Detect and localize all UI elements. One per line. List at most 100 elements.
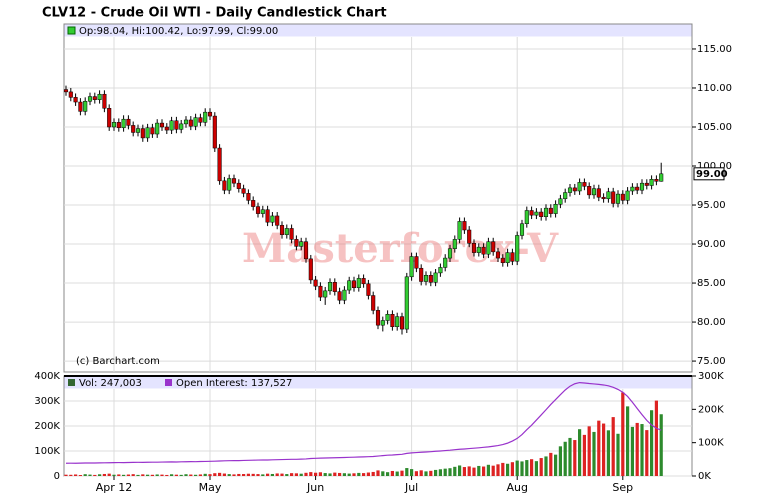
candle-body [447, 248, 453, 259]
volume-bar [141, 474, 145, 476]
candle-body [303, 241, 309, 260]
volume-bar [443, 468, 447, 476]
volume-bar [208, 474, 212, 476]
copyright: (c) Barchart.com [76, 356, 160, 367]
volume-bar [386, 472, 390, 476]
candle-body [515, 235, 520, 262]
candle-body [260, 209, 265, 214]
candle-body [284, 228, 289, 235]
volume-bar [510, 462, 514, 476]
volume-bar [314, 472, 318, 476]
candle-body [500, 257, 505, 264]
volume-bar [366, 472, 370, 476]
volume-bar [554, 454, 558, 476]
volume-bar [419, 470, 423, 476]
volume-bar [462, 467, 466, 476]
candle-body [222, 180, 227, 191]
candle-body [649, 179, 654, 186]
volume-bar [626, 406, 630, 476]
volume-bar [309, 472, 313, 476]
volume-bar [429, 470, 433, 476]
candle-body [505, 252, 510, 264]
volume-bar [189, 474, 193, 476]
candle-body [639, 182, 645, 191]
candle-body [428, 274, 433, 283]
chart-title: CLV12 - Crude Oil WTI - Daily Candlestic… [42, 6, 387, 21]
volume-bar [280, 473, 284, 476]
candle-body [121, 118, 126, 129]
volume-bar [323, 473, 327, 476]
volume-bar [587, 426, 591, 476]
candle-body [294, 239, 299, 247]
volume-bar [318, 472, 322, 476]
candle-body [102, 93, 107, 109]
volume-bar [266, 473, 270, 476]
candle-body [567, 187, 573, 193]
volume-bar [640, 424, 644, 476]
candle-body [246, 193, 251, 201]
candle-body [519, 223, 525, 236]
volume-bar [467, 466, 471, 476]
volume-bar [501, 462, 505, 476]
candle-body [342, 289, 347, 301]
candle-body [174, 120, 179, 130]
volume-bar [261, 474, 265, 476]
volume-bar [477, 465, 481, 476]
y-tick-label: 105.00 [697, 122, 732, 133]
candle-body [111, 122, 117, 128]
candle-body [481, 246, 486, 255]
candle-body [467, 229, 472, 244]
last-price-label: 99.00 [696, 169, 728, 180]
candle-body [126, 118, 131, 126]
volume-bar [304, 472, 308, 476]
volume-bar [294, 473, 298, 476]
volume-bar [218, 472, 222, 476]
volume-bar [621, 392, 625, 476]
candle-body [491, 241, 496, 253]
candle-body [198, 117, 203, 123]
candle-body [409, 256, 414, 278]
candle-body [150, 127, 155, 135]
candle-body [591, 188, 597, 196]
volume-bar [136, 474, 140, 476]
candle-body [78, 101, 83, 112]
candle-body [385, 314, 390, 321]
candle-body [630, 186, 635, 192]
candle-body [164, 126, 169, 131]
candle-body [308, 258, 313, 281]
candle-body [332, 282, 337, 292]
volume-bar [64, 474, 68, 476]
candle-body [587, 186, 592, 196]
volume-bar [405, 468, 409, 476]
volume-bar [371, 471, 375, 476]
volume-bar [645, 430, 649, 476]
candle-body [654, 179, 659, 182]
volume-bar [155, 474, 159, 476]
volume-bar [400, 470, 404, 476]
candle-body [145, 127, 150, 139]
candle-body [212, 115, 217, 149]
volume-bar [654, 400, 658, 476]
volume-bar [122, 474, 126, 476]
volume-bar [525, 460, 529, 476]
x-tick-label: May [199, 481, 222, 494]
candle-body [644, 182, 649, 186]
candle-body [217, 147, 222, 182]
candle-body [620, 193, 625, 201]
candle-body [241, 188, 246, 194]
volume-bar [213, 473, 217, 476]
axes: 75.00 80.00 85.00 90.00 95.00 100.00 105.00 110… [34, 44, 732, 494]
volume-bar [131, 474, 135, 476]
volume-bar [357, 472, 361, 476]
volume-bar [630, 426, 634, 476]
volume-bar [496, 464, 500, 476]
y-tick-label: 115.00 [697, 44, 732, 55]
x-tick-label: Jun [306, 481, 324, 494]
y2-tick-label: 200K [698, 404, 724, 415]
volume-bar [558, 446, 562, 476]
y-tick-label: 80.00 [697, 317, 726, 328]
candle-body [327, 282, 333, 292]
candle-body [558, 198, 563, 205]
candle-body [207, 111, 213, 117]
volume-bar [448, 468, 452, 476]
